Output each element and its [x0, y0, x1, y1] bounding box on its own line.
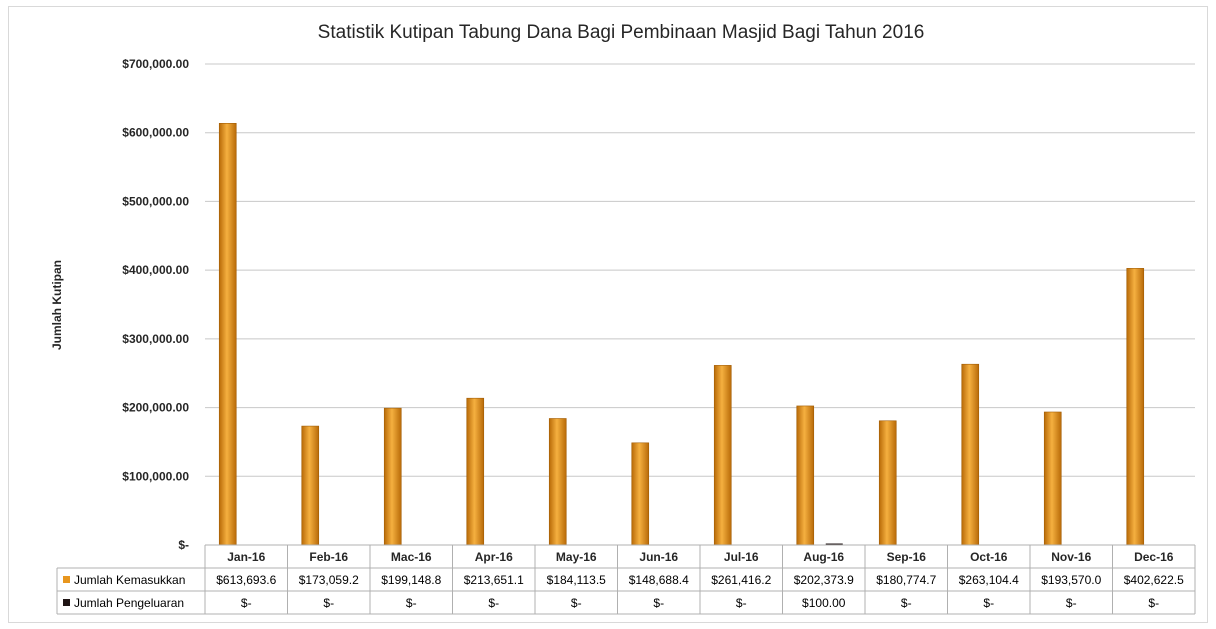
legend-label: Jumlah Pengeluaran	[74, 596, 184, 610]
data-table-cell: $213,651.1	[464, 573, 524, 587]
data-table-cell: $-	[1066, 596, 1077, 610]
y-tick-label: $100,000.00	[122, 469, 189, 483]
bar-jumlah-kemasukkan	[878, 420, 897, 546]
category-label: Jul-16	[724, 550, 759, 564]
bar-jumlah-kemasukkan	[301, 425, 320, 546]
bar-jumlah-kemasukkan	[466, 397, 485, 546]
y-tick-label: $700,000.00	[122, 57, 189, 71]
data-table-cell: $-	[1148, 596, 1159, 610]
bar-chart: Statistik Kutipan Tabung Dana Bagi Pembi…	[50, 22, 1196, 615]
bar-jumlah-kemasukkan	[796, 405, 815, 546]
data-table-cell: $-	[901, 596, 912, 610]
y-axis-label: Jumlah Kutipan	[50, 260, 64, 350]
bar-jumlah-kemasukkan	[631, 442, 650, 546]
data-table-cell: $-	[488, 596, 499, 610]
legend-swatch	[63, 576, 70, 583]
data-table-cell: $100.00	[802, 596, 846, 610]
data-table-cell: $-	[323, 596, 334, 610]
category-label: Mac-16	[391, 550, 432, 564]
data-table-cell: $148,688.4	[629, 573, 689, 587]
data-table-cell: $261,416.2	[711, 573, 771, 587]
data-table-cell: $-	[241, 596, 252, 610]
data-table-cell: $-	[983, 596, 994, 610]
category-label: Apr-16	[475, 550, 513, 564]
data-table-cell: $180,774.7	[876, 573, 936, 587]
category-label: Nov-16	[1051, 550, 1091, 564]
bar-jumlah-kemasukkan	[713, 365, 732, 546]
chart-frame: Statistik Kutipan Tabung Dana Bagi Pembi…	[8, 6, 1208, 623]
y-tick-labels: $- $100,000.00 $200,000.00 $300,000.00 $400,…	[122, 57, 189, 552]
bar-jumlah-kemasukkan	[961, 363, 980, 546]
chart-title: Statistik Kutipan Tabung Dana Bagi Pembi…	[318, 22, 925, 43]
y-tick-label: $400,000.00	[122, 263, 189, 277]
data-table-cell: $193,570.0	[1041, 573, 1101, 587]
bar-jumlah-kemasukkan	[383, 407, 402, 546]
bars	[218, 123, 1145, 546]
data-table-cell: $-	[736, 596, 747, 610]
data-table-cell: $263,104.4	[959, 573, 1019, 587]
category-label: Feb-16	[309, 550, 348, 564]
data-table-cell: $199,148.8	[381, 573, 441, 587]
category-label: Aug-16	[803, 550, 844, 564]
bar-jumlah-kemasukkan	[218, 123, 237, 546]
data-table-cell: $173,059.2	[299, 573, 359, 587]
y-tick-label: $500,000.00	[122, 194, 189, 208]
data-table-cell: $402,622.5	[1124, 573, 1184, 587]
legend-swatch	[63, 599, 70, 606]
category-label: Dec-16	[1134, 550, 1174, 564]
data-table-cell: $202,373.9	[794, 573, 854, 587]
gridlines	[205, 63, 1195, 477]
bar-jumlah-kemasukkan	[1043, 411, 1062, 546]
category-label: Oct-16	[970, 550, 1008, 564]
y-tick-label: $-	[178, 538, 189, 552]
data-table-cell: $-	[571, 596, 582, 610]
data-table-cell: $-	[406, 596, 417, 610]
data-table-cell: $-	[653, 596, 664, 610]
data-table-cell: $184,113.5	[547, 573, 606, 587]
category-label: Jun-16	[639, 550, 678, 564]
category-label: Sep-16	[887, 550, 927, 564]
category-label: Jan-16	[227, 550, 265, 564]
bar-jumlah-kemasukkan	[548, 418, 567, 546]
y-tick-label: $600,000.00	[122, 126, 189, 140]
y-tick-label: $300,000.00	[122, 332, 189, 346]
category-label: May-16	[556, 550, 597, 564]
bar-jumlah-pengeluaran	[825, 543, 843, 545]
legend-label: Jumlah Kemasukkan	[74, 573, 185, 587]
data-table-cell: $613,693.6	[216, 573, 276, 587]
bar-jumlah-kemasukkan	[1126, 268, 1145, 546]
data-table: Jan-16 Feb-16 Mac-16 Apr-16 May-16 Jun-16 Jul-…	[56, 544, 1196, 615]
y-tick-label: $200,000.00	[122, 401, 189, 415]
